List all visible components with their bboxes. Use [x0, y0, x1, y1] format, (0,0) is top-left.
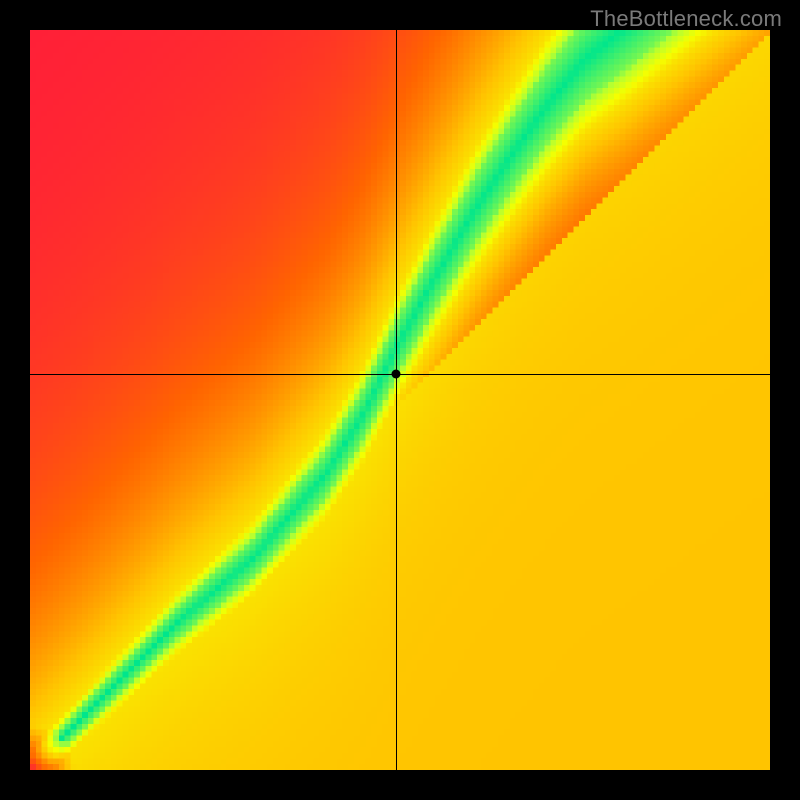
crosshair-vertical — [396, 30, 397, 770]
heatmap-canvas — [30, 30, 770, 770]
plot-area — [30, 30, 770, 770]
watermark-text: TheBottleneck.com — [590, 6, 782, 32]
crosshair-marker — [392, 370, 401, 379]
